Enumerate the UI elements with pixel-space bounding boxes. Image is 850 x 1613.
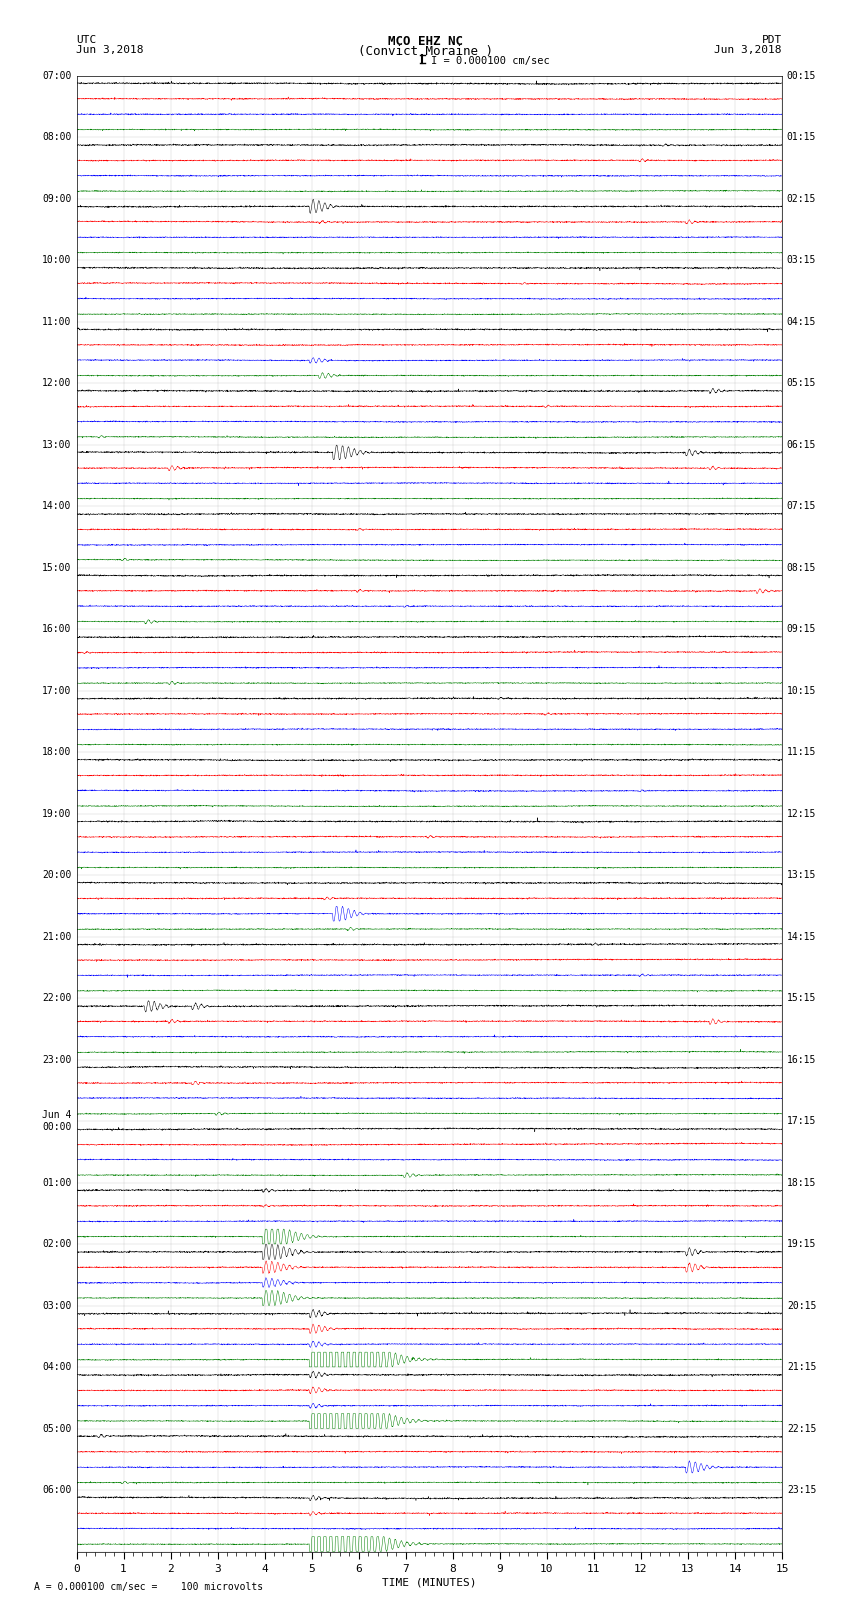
X-axis label: TIME (MINUTES): TIME (MINUTES) <box>382 1578 477 1587</box>
Text: (Convict Moraine ): (Convict Moraine ) <box>358 45 492 58</box>
Text: A = 0.000100 cm/sec =    100 microvolts: A = 0.000100 cm/sec = 100 microvolts <box>34 1582 264 1592</box>
Text: UTC: UTC <box>76 35 97 45</box>
Text: Jun 3,2018: Jun 3,2018 <box>715 45 782 55</box>
Text: I = 0.000100 cm/sec: I = 0.000100 cm/sec <box>431 56 550 66</box>
Text: Jun 3,2018: Jun 3,2018 <box>76 45 144 55</box>
Text: MCO EHZ NC: MCO EHZ NC <box>388 35 462 48</box>
Text: PDT: PDT <box>762 35 782 45</box>
